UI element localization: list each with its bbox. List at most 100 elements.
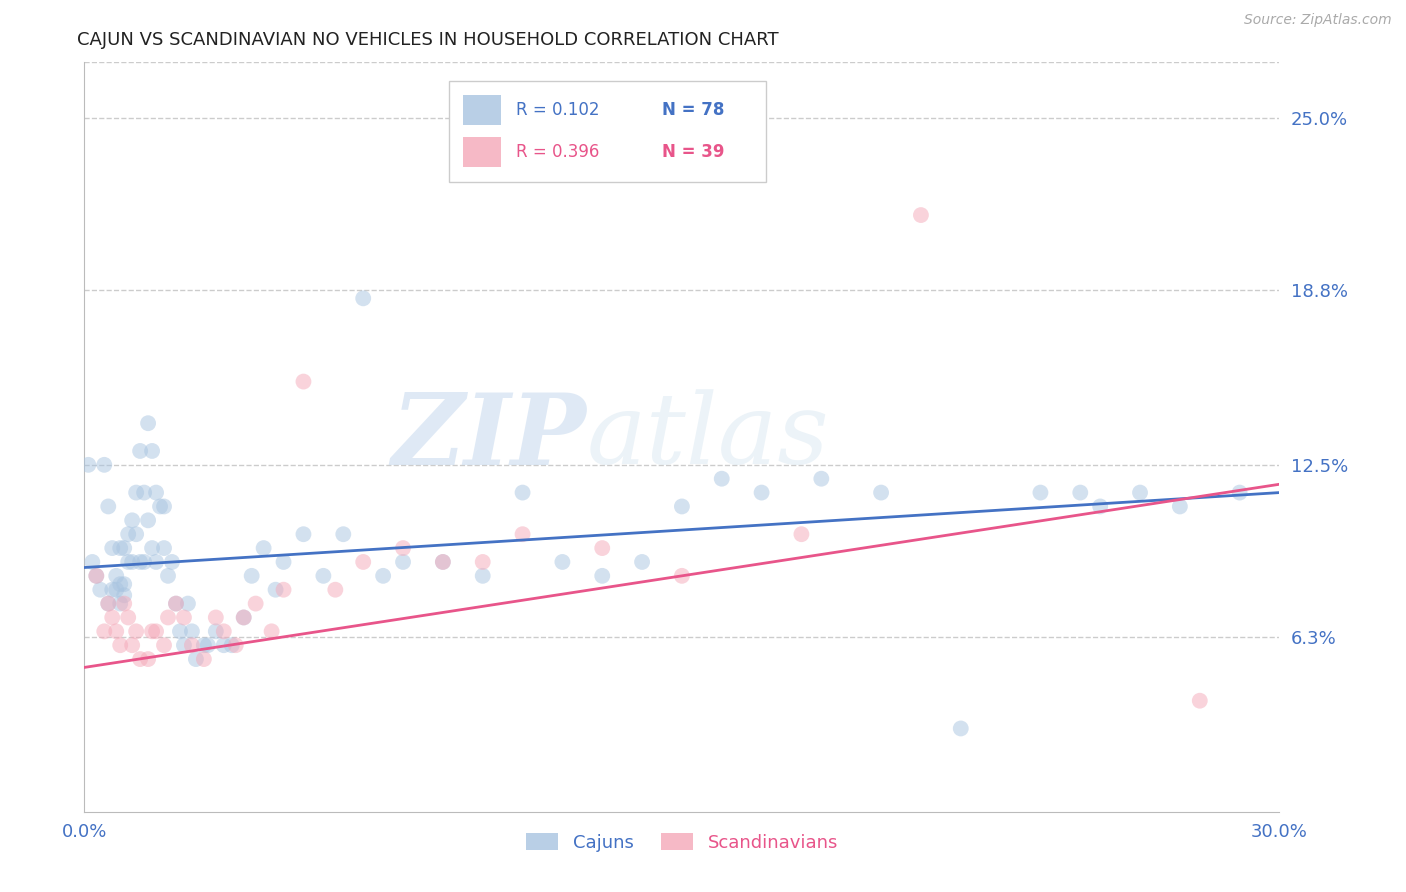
Point xyxy=(205,610,228,624)
Point xyxy=(352,555,374,569)
Point xyxy=(112,588,135,602)
Point xyxy=(110,541,132,555)
Point xyxy=(165,597,187,611)
Point xyxy=(193,638,215,652)
Text: N = 78: N = 78 xyxy=(662,101,724,119)
Point xyxy=(240,569,263,583)
Text: CAJUN VS SCANDINAVIAN NO VEHICLES IN HOUSEHOLD CORRELATION CHART: CAJUN VS SCANDINAVIAN NO VEHICLES IN HOU… xyxy=(77,31,779,49)
Point xyxy=(591,569,613,583)
Point xyxy=(165,597,187,611)
Point xyxy=(89,582,111,597)
Point xyxy=(169,624,191,639)
Point xyxy=(273,555,295,569)
Point xyxy=(551,555,574,569)
Point xyxy=(145,485,167,500)
Point xyxy=(86,569,108,583)
Text: R = 0.396: R = 0.396 xyxy=(516,144,599,161)
Point xyxy=(110,577,132,591)
Point xyxy=(225,638,247,652)
Point xyxy=(153,638,176,652)
Text: ZIP: ZIP xyxy=(391,389,586,485)
Point xyxy=(264,582,287,597)
Point xyxy=(332,527,354,541)
Point xyxy=(105,569,128,583)
Point xyxy=(121,555,143,569)
Point xyxy=(112,597,135,611)
Point xyxy=(121,513,143,527)
Point xyxy=(145,624,167,639)
Point xyxy=(125,624,148,639)
Point xyxy=(1229,485,1251,500)
Point xyxy=(93,458,115,472)
Point xyxy=(1129,485,1152,500)
Point xyxy=(205,624,228,639)
Point xyxy=(141,624,163,639)
Point xyxy=(253,541,276,555)
Point xyxy=(512,527,534,541)
Point xyxy=(117,527,139,541)
Point xyxy=(197,638,219,652)
Point xyxy=(121,638,143,652)
Point xyxy=(181,624,204,639)
Point xyxy=(82,555,104,569)
Point xyxy=(1188,694,1211,708)
Legend: Cajuns, Scandinavians: Cajuns, Scandinavians xyxy=(519,826,845,859)
Point xyxy=(97,500,120,514)
Point xyxy=(232,610,254,624)
Point xyxy=(149,500,172,514)
Point xyxy=(105,624,128,639)
Point xyxy=(790,527,813,541)
Point xyxy=(157,610,180,624)
FancyBboxPatch shape xyxy=(449,81,766,182)
Point xyxy=(101,541,124,555)
Point xyxy=(193,652,215,666)
Point xyxy=(129,652,152,666)
Point xyxy=(910,208,932,222)
Point xyxy=(591,541,613,555)
Text: atlas: atlas xyxy=(586,390,830,484)
Point xyxy=(141,541,163,555)
Point xyxy=(173,638,195,652)
Point xyxy=(751,485,773,500)
Point xyxy=(141,444,163,458)
Point xyxy=(97,597,120,611)
Text: N = 39: N = 39 xyxy=(662,144,724,161)
Point xyxy=(101,610,124,624)
Point xyxy=(101,582,124,597)
Point xyxy=(125,527,148,541)
Point xyxy=(112,577,135,591)
Point xyxy=(325,582,347,597)
Point xyxy=(105,582,128,597)
Point xyxy=(129,555,152,569)
Point xyxy=(117,555,139,569)
Point xyxy=(181,638,204,652)
Bar xyxy=(463,95,502,125)
Point xyxy=(157,569,180,583)
Point xyxy=(86,569,108,583)
Text: Source: ZipAtlas.com: Source: ZipAtlas.com xyxy=(1244,13,1392,28)
Point xyxy=(221,638,243,652)
Point xyxy=(177,597,200,611)
Point xyxy=(671,500,693,514)
Point xyxy=(512,485,534,500)
Point xyxy=(110,597,132,611)
Point xyxy=(471,569,494,583)
Point xyxy=(110,638,132,652)
Point xyxy=(432,555,454,569)
Point xyxy=(136,652,159,666)
Point xyxy=(173,610,195,624)
Point xyxy=(93,624,115,639)
Point xyxy=(160,555,183,569)
Point xyxy=(232,610,254,624)
Point xyxy=(292,527,315,541)
Point xyxy=(136,416,159,430)
Point xyxy=(273,582,295,597)
Point xyxy=(125,485,148,500)
Point xyxy=(1090,500,1112,514)
Point xyxy=(117,610,139,624)
Point xyxy=(260,624,283,639)
Point xyxy=(312,569,335,583)
Bar xyxy=(463,137,502,168)
Point xyxy=(292,375,315,389)
Point xyxy=(373,569,395,583)
